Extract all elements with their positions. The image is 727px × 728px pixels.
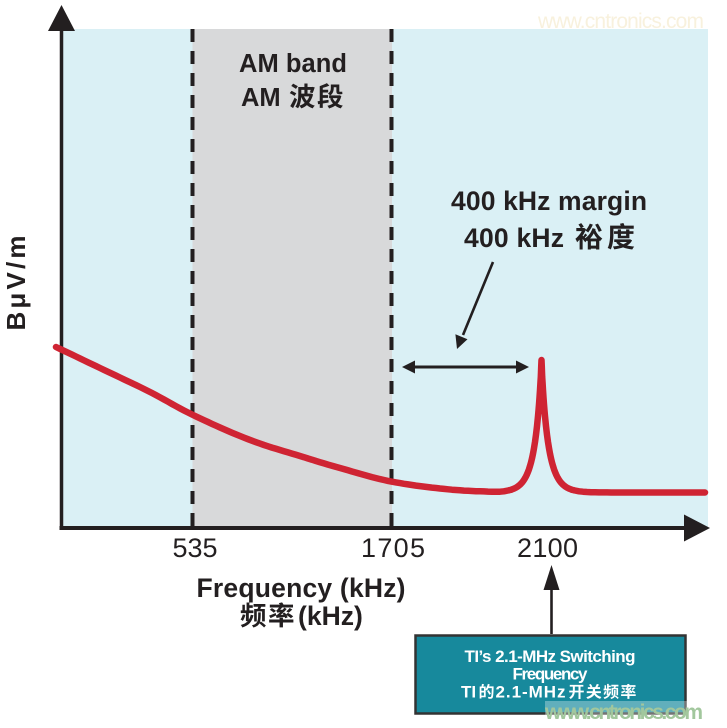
svg-text:2.1-MHz: 2.1-MHz xyxy=(496,683,566,702)
svg-text:AM band: AM band xyxy=(239,50,347,78)
svg-text:1705: 1705 xyxy=(361,533,425,563)
svg-text:400 kHz margin: 400 kHz margin xyxy=(451,186,647,216)
svg-text:(kHz): (kHz) xyxy=(298,601,363,631)
svg-text:TI’s 2.1-MHz Switching: TI’s 2.1-MHz Switching xyxy=(465,647,636,666)
svg-text:AM: AM xyxy=(241,84,281,112)
svg-text:TI: TI xyxy=(461,683,476,702)
svg-text:www.cntronics.com: www.cntronics.com xyxy=(544,701,703,724)
svg-text:Frequency: Frequency xyxy=(513,665,589,684)
svg-text:Frequency (kHz): Frequency (kHz) xyxy=(197,573,406,603)
svg-text:400 kHz: 400 kHz xyxy=(464,223,564,253)
svg-text:2100: 2100 xyxy=(517,533,578,563)
svg-text:www.cntronics.com: www.cntronics.com xyxy=(537,10,704,33)
svg-text:BμV/m: BμV/m xyxy=(1,236,31,331)
svg-text:535: 535 xyxy=(173,533,218,563)
